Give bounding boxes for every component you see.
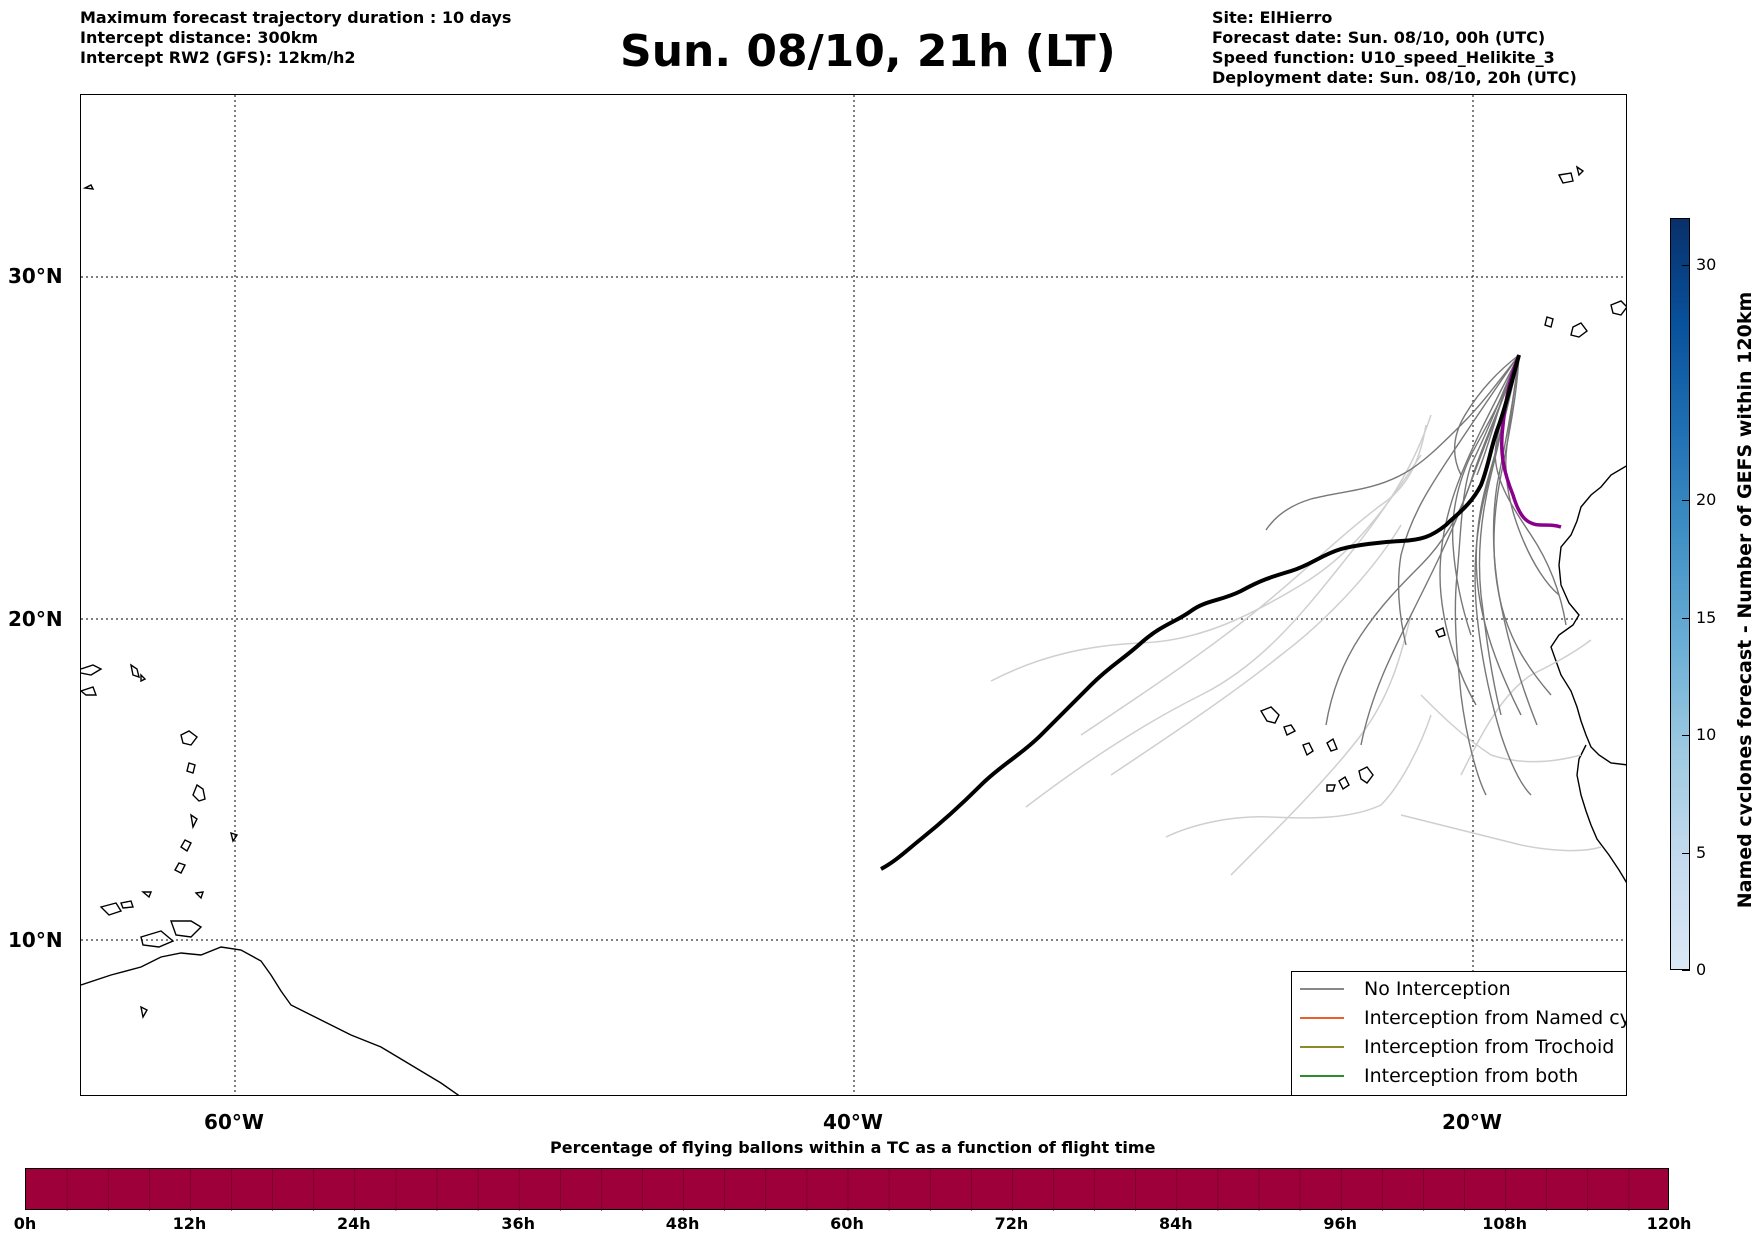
legend-item-2: Interception from Trochoid	[1300, 1036, 1614, 1058]
legend-label: Interception from Named cyclone	[1364, 1007, 1626, 1029]
percentage-bar-grid	[66, 1169, 1630, 1211]
colorbar-tick-label: 10	[1696, 725, 1717, 744]
percentage-bar-tick-label: 12h	[172, 1214, 207, 1233]
map-canvas[interactable]	[81, 95, 1627, 1096]
lat-label-10n: 10°N	[8, 928, 63, 952]
percentage-bar-tick-label: 84h	[1158, 1214, 1193, 1233]
colorbar-tick-mark	[1682, 970, 1690, 971]
analysis-trajectory	[880, 354, 1521, 871]
colorbar-tick-mark	[1682, 735, 1690, 736]
forecast-info-left: Maximum forecast trajectory duration : 1…	[80, 8, 511, 68]
percentage-bar	[25, 1168, 1669, 1211]
colorbar-tick-label: 15	[1696, 607, 1717, 627]
percentage-bar-tick-label: 24h	[336, 1214, 371, 1233]
percentage-bar-tick-label: 96h	[1323, 1214, 1358, 1233]
coastlines	[81, 165, 1626, 1095]
percentage-bar-tick-label: 60h	[830, 1214, 864, 1233]
legend-label: Interception from Trochoid	[1364, 1036, 1615, 1058]
colorbar-tick-mark	[1682, 500, 1690, 501]
colorbar-tick-label: 30	[1696, 255, 1717, 274]
colorbar-tick-label: 0	[1696, 960, 1707, 979]
legend-swatch	[1300, 1075, 1344, 1077]
legend-swatch	[1300, 1046, 1344, 1048]
intercept-rw2-text: Intercept RW2 (GFS): 12km/h2	[80, 48, 356, 67]
trajectories-no-interception	[1265, 354, 1567, 796]
percentage-bar-tick-label: 72h	[994, 1214, 1029, 1233]
gridlines	[81, 95, 1626, 1095]
legend-label: HRES	[1364, 1094, 1416, 1095]
lat-label-30n: 30°N	[8, 264, 63, 288]
legend-item-0: No Interception	[1300, 978, 1511, 1000]
legend-swatch	[1300, 988, 1344, 990]
legend-item-1: Interception from Named cyclone	[1300, 1007, 1626, 1029]
colorbar-tick-mark	[1682, 265, 1690, 266]
lon-label-60w: 60°W	[204, 1110, 264, 1134]
colorbar-label: Named cyclones forecast - Number of GEFS…	[1734, 291, 1752, 909]
colorbar-tick-mark	[1682, 617, 1690, 619]
legend-item-3: Interception from both	[1300, 1065, 1578, 1087]
percentage-bar-tick-label: 120h	[1646, 1214, 1692, 1233]
colorbar	[1670, 218, 1690, 970]
percentage-bar-tick-label: 36h	[501, 1214, 536, 1233]
colorbar-tick-mark	[1682, 852, 1690, 854]
lon-label-40w: 40°W	[823, 1110, 883, 1134]
colorbar-tick-label: 5	[1696, 842, 1707, 862]
colorbar-tick-label: 20	[1696, 490, 1717, 509]
intercept-distance-text: Intercept distance: 300km	[80, 28, 319, 47]
percentage-bar-tick-label: 108h	[1482, 1214, 1527, 1233]
speed-function-text: Speed function: U10_speed_Helikite_3	[1212, 48, 1555, 67]
map-title: Sun. 08/10, 21h (LT)	[620, 26, 1116, 77]
percentage-bar-tick-label: 48h	[665, 1214, 700, 1233]
lat-label-20n: 20°N	[8, 607, 63, 631]
legend-item-4: HRES	[1300, 1094, 1416, 1095]
trajectories-light	[990, 414, 1602, 876]
map-frame[interactable]: No Interception Interception from Named c…	[80, 94, 1627, 1096]
legend-label: No Interception	[1364, 978, 1511, 1000]
forecast-info-right: Site: ElHierro Forecast date: Sun. 08/10…	[1212, 8, 1577, 88]
percentage-bar-tick-label: 0h	[13, 1214, 37, 1233]
legend: No Interception Interception from Named c…	[1291, 971, 1626, 1095]
site-text: Site: ElHierro	[1212, 8, 1333, 27]
percentage-bar-title: Percentage of flying ballons within a TC…	[550, 1138, 1156, 1157]
forecast-date-text: Forecast date: Sun. 08/10, 00h (UTC)	[1212, 28, 1546, 47]
trajectory-duration-text: Maximum forecast trajectory duration : 1…	[80, 8, 512, 27]
legend-label: Interception from both	[1364, 1065, 1579, 1087]
deployment-date-text: Deployment date: Sun. 08/10, 20h (UTC)	[1212, 68, 1577, 87]
lon-label-20w: 20°W	[1442, 1110, 1502, 1134]
legend-swatch	[1300, 1017, 1344, 1019]
